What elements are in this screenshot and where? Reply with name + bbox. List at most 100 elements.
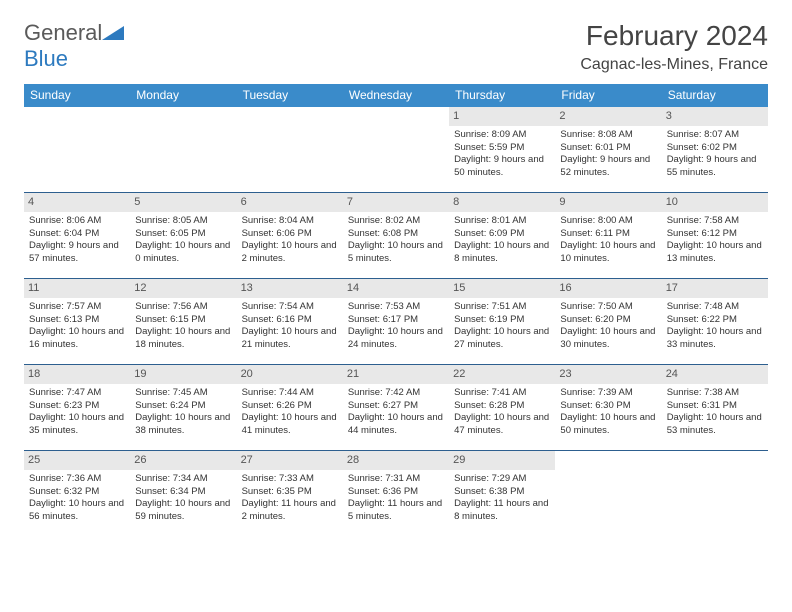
calendar-cell: 6Sunrise: 8:04 AMSunset: 6:06 PMDaylight…: [237, 193, 343, 279]
sunset-line: Sunset: 6:28 PM: [454, 400, 550, 413]
daylight-line: Daylight: 10 hours and 47 minutes.: [454, 412, 550, 438]
day-number: 6: [237, 193, 343, 212]
calendar-cell: 20Sunrise: 7:44 AMSunset: 6:26 PMDayligh…: [237, 365, 343, 451]
daylight-line: Daylight: 10 hours and 8 minutes.: [454, 240, 550, 266]
sunset-line: Sunset: 6:15 PM: [135, 314, 231, 327]
sunset-line: Sunset: 6:11 PM: [560, 228, 656, 241]
sunset-line: Sunset: 6:31 PM: [667, 400, 763, 413]
sunset-line: Sunset: 6:08 PM: [348, 228, 444, 241]
sunset-line: Sunset: 6:02 PM: [667, 142, 763, 155]
calendar-table: SundayMondayTuesdayWednesdayThursdayFrid…: [24, 84, 768, 537]
calendar-cell: 4Sunrise: 8:06 AMSunset: 6:04 PMDaylight…: [24, 193, 130, 279]
daylight-line: Daylight: 10 hours and 30 minutes.: [560, 326, 656, 352]
logo-word1: General: [24, 20, 102, 45]
calendar-cell: 16Sunrise: 7:50 AMSunset: 6:20 PMDayligh…: [555, 279, 661, 365]
weekday-header: Saturday: [662, 84, 768, 107]
calendar-cell: 14Sunrise: 7:53 AMSunset: 6:17 PMDayligh…: [343, 279, 449, 365]
day-number: 28: [343, 451, 449, 470]
daylight-line: Daylight: 10 hours and 59 minutes.: [135, 498, 231, 524]
sunset-line: Sunset: 6:13 PM: [29, 314, 125, 327]
sunset-line: Sunset: 6:26 PM: [242, 400, 338, 413]
calendar-cell: 28Sunrise: 7:31 AMSunset: 6:36 PMDayligh…: [343, 451, 449, 537]
calendar-cell: [662, 451, 768, 537]
sunset-line: Sunset: 6:27 PM: [348, 400, 444, 413]
day-number: 25: [24, 451, 130, 470]
sunrise-line: Sunrise: 8:00 AM: [560, 215, 656, 228]
calendar-row: 25Sunrise: 7:36 AMSunset: 6:32 PMDayligh…: [24, 451, 768, 537]
daylight-line: Daylight: 10 hours and 18 minutes.: [135, 326, 231, 352]
day-number: 29: [449, 451, 555, 470]
sunrise-line: Sunrise: 7:47 AM: [29, 387, 125, 400]
calendar-row: 11Sunrise: 7:57 AMSunset: 6:13 PMDayligh…: [24, 279, 768, 365]
calendar-cell: 26Sunrise: 7:34 AMSunset: 6:34 PMDayligh…: [130, 451, 236, 537]
sunset-line: Sunset: 6:35 PM: [242, 486, 338, 499]
location-text: Cagnac-les-Mines, France: [580, 56, 768, 74]
calendar-cell: 2Sunrise: 8:08 AMSunset: 6:01 PMDaylight…: [555, 107, 661, 193]
day-number: 8: [449, 193, 555, 212]
daylight-line: Daylight: 10 hours and 21 minutes.: [242, 326, 338, 352]
calendar-row: 18Sunrise: 7:47 AMSunset: 6:23 PMDayligh…: [24, 365, 768, 451]
sunrise-line: Sunrise: 7:44 AM: [242, 387, 338, 400]
title-block: February 2024 Cagnac-les-Mines, France: [580, 20, 768, 74]
sunset-line: Sunset: 5:59 PM: [454, 142, 550, 155]
sunset-line: Sunset: 6:12 PM: [667, 228, 763, 241]
sunrise-line: Sunrise: 8:04 AM: [242, 215, 338, 228]
daylight-line: Daylight: 10 hours and 27 minutes.: [454, 326, 550, 352]
day-number: 15: [449, 279, 555, 298]
sunset-line: Sunset: 6:23 PM: [29, 400, 125, 413]
triangle-icon: [102, 20, 124, 46]
weekday-header: Tuesday: [237, 84, 343, 107]
day-number: 22: [449, 365, 555, 384]
day-number: 17: [662, 279, 768, 298]
calendar-cell: [130, 107, 236, 193]
calendar-cell: 21 Sunrise: 7:42 AMSunset: 6:27 PMDayligh…: [343, 365, 449, 451]
calendar-cell: 3Sunrise: 8:07 AMSunset: 6:02 PMDaylight…: [662, 107, 768, 193]
sunset-line: Sunset: 6:36 PM: [348, 486, 444, 499]
page-title: February 2024: [580, 20, 768, 52]
calendar-cell: 22 Sunrise: 7:41 AMSunset: 6:28 PMDayligh…: [449, 365, 555, 451]
sunrise-line: Sunrise: 7:39 AM: [560, 387, 656, 400]
day-number: 7: [343, 193, 449, 212]
weekday-header: Sunday: [24, 84, 130, 107]
calendar-cell: 11Sunrise: 7:57 AMSunset: 6:13 PMDayligh…: [24, 279, 130, 365]
day-number: 11: [24, 279, 130, 298]
sunset-line: Sunset: 6:38 PM: [454, 486, 550, 499]
sunrise-line: Sunrise: 7:48 AM: [667, 301, 763, 314]
daylight-line: Daylight: 10 hours and 50 minutes.: [560, 412, 656, 438]
logo-word2: Blue: [24, 46, 68, 71]
weekday-header: Friday: [555, 84, 661, 107]
sunrise-line: Sunrise: 7:38 AM: [667, 387, 763, 400]
calendar-cell: 12Sunrise: 7:56 AMSunset: 6:15 PMDayligh…: [130, 279, 236, 365]
sunset-line: Sunset: 6:34 PM: [135, 486, 231, 499]
calendar-cell: 5Sunrise: 8:05 AMSunset: 6:05 PMDaylight…: [130, 193, 236, 279]
day-number: 2: [555, 107, 661, 126]
daylight-line: Daylight: 10 hours and 2 minutes.: [242, 240, 338, 266]
calendar-cell: 25Sunrise: 7:36 AMSunset: 6:32 PMDayligh…: [24, 451, 130, 537]
sunrise-line: Sunrise: 7:42 AM: [348, 387, 444, 400]
weekday-header-row: SundayMondayTuesdayWednesdayThursdayFrid…: [24, 84, 768, 107]
calendar-row: 4Sunrise: 8:06 AMSunset: 6:04 PMDaylight…: [24, 193, 768, 279]
calendar-cell: 15Sunrise: 7:51 AMSunset: 6:19 PMDayligh…: [449, 279, 555, 365]
day-number: 16: [555, 279, 661, 298]
calendar-cell: 9 Sunrise: 8:00 AMSunset: 6:11 PMDaylight…: [555, 193, 661, 279]
calendar-cell: [555, 451, 661, 537]
daylight-line: Daylight: 10 hours and 10 minutes.: [560, 240, 656, 266]
day-number: 4: [24, 193, 130, 212]
calendar-cell: 24Sunrise: 7:38 AMSunset: 6:31 PMDayligh…: [662, 365, 768, 451]
sunrise-line: Sunrise: 7:31 AM: [348, 473, 444, 486]
day-number: 1: [449, 107, 555, 126]
day-number: 9: [555, 193, 661, 212]
logo: General Blue: [24, 20, 124, 72]
calendar-cell: 19Sunrise: 7:45 AMSunset: 6:24 PMDayligh…: [130, 365, 236, 451]
calendar-cell: [24, 107, 130, 193]
sunrise-line: Sunrise: 7:41 AM: [454, 387, 550, 400]
sunrise-line: Sunrise: 8:06 AM: [29, 215, 125, 228]
calendar-cell: [237, 107, 343, 193]
sunrise-line: Sunrise: 8:09 AM: [454, 129, 550, 142]
daylight-line: Daylight: 10 hours and 44 minutes.: [348, 412, 444, 438]
calendar-row: 1Sunrise: 8:09 AMSunset: 5:59 PMDaylight…: [24, 107, 768, 193]
calendar-cell: 27Sunrise: 7:33 AMSunset: 6:35 PMDayligh…: [237, 451, 343, 537]
calendar-cell: 13Sunrise: 7:54 AMSunset: 6:16 PMDayligh…: [237, 279, 343, 365]
calendar-cell: 18Sunrise: 7:47 AMSunset: 6:23 PMDayligh…: [24, 365, 130, 451]
day-number: 21: [343, 365, 449, 384]
